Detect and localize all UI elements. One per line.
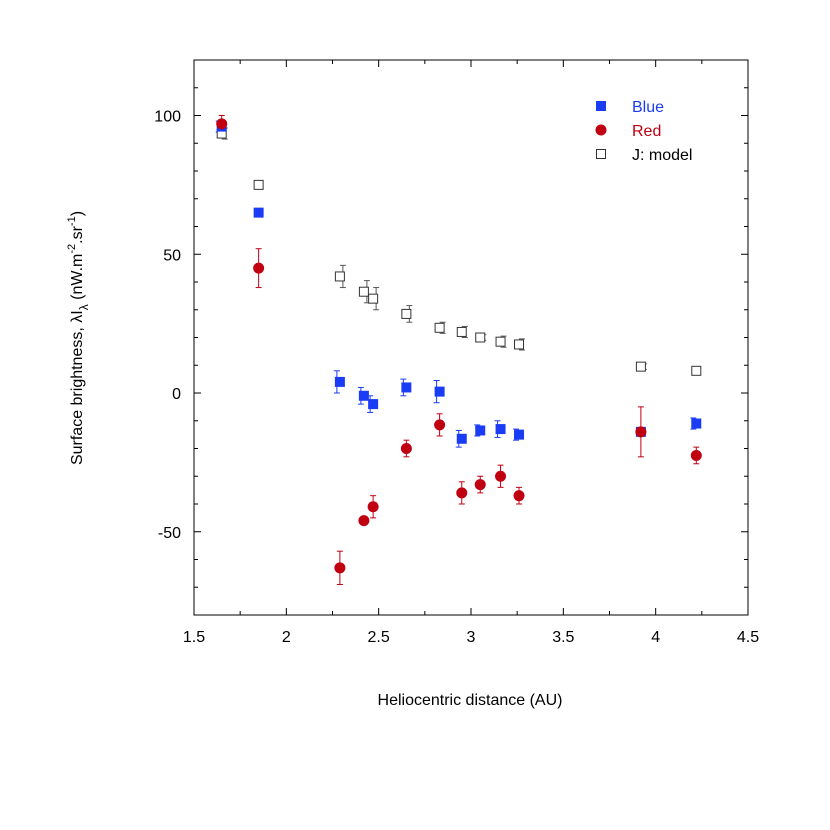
blue-point — [368, 399, 379, 410]
legend-label: Red — [632, 123, 661, 140]
x-tick-label: 2.5 — [368, 629, 390, 646]
blue-point — [253, 207, 264, 218]
y-axis-title-sub: λ — [77, 304, 91, 310]
blue-point — [434, 386, 445, 397]
x-tick-label: 2 — [282, 629, 291, 646]
x-tick-label: 3.5 — [552, 629, 574, 646]
red-point — [495, 470, 507, 482]
model-point — [401, 308, 412, 319]
legend-red-marker — [595, 124, 607, 136]
y-axis-title-exp1: -2 — [66, 244, 78, 254]
y-axis-title-units: (nW.m — [69, 254, 86, 305]
y-axis-title-close: ) — [69, 211, 86, 216]
y-axis-title-exp2: -1 — [66, 216, 78, 226]
red-point — [400, 443, 412, 454]
red-point — [635, 426, 647, 438]
model-point — [475, 332, 486, 343]
model-point — [334, 271, 345, 282]
red-point — [474, 479, 486, 491]
red-point — [367, 501, 379, 513]
red-point — [513, 490, 525, 502]
x-tick-label: 1.5 — [183, 629, 205, 646]
y-tick-label: -50 — [158, 525, 181, 542]
model-point — [434, 322, 445, 333]
plot-frame — [193, 59, 749, 616]
model-point — [368, 293, 379, 304]
y-tick-label: 0 — [172, 386, 181, 403]
y-tick-label: 50 — [163, 247, 181, 264]
blue-point — [334, 376, 345, 387]
y-axis-title-mid: .sr — [69, 225, 86, 243]
x-tick-label: 3 — [467, 629, 476, 646]
red-point — [690, 449, 702, 461]
red-point — [358, 515, 370, 527]
blue-point — [514, 429, 525, 440]
red-point — [216, 118, 228, 130]
model-point — [253, 179, 264, 190]
y-axis-title: Surface brightness, λIλ (nW.m-2.sr-1) — [66, 211, 91, 465]
y-tick-label: 100 — [154, 109, 181, 126]
blue-point — [691, 418, 702, 429]
model-point — [495, 336, 506, 347]
red-point — [434, 419, 446, 431]
x-axis-title: Heliocentric distance (AU) — [378, 692, 563, 709]
blue-point — [401, 382, 412, 393]
x-tick-label: 4 — [651, 629, 660, 646]
blue-point — [358, 390, 369, 401]
red-point — [253, 262, 265, 274]
model-point — [456, 326, 467, 337]
model-point — [691, 365, 702, 376]
legend-label: Blue — [632, 99, 664, 116]
blue-point — [456, 433, 467, 444]
model-point — [358, 286, 369, 297]
tick-labels: 1.5 2 2.5 3 3.5 4 4.5 -50 0 50 100 — [154, 109, 759, 647]
axis-ticks — [193, 59, 749, 616]
x-tick-label: 4.5 — [737, 629, 759, 646]
model-point — [635, 361, 646, 372]
legend-label: J: model — [632, 147, 692, 164]
red-point — [334, 562, 346, 574]
legend-model-marker — [596, 149, 606, 159]
legend-blue-marker — [596, 101, 606, 111]
data-points — [216, 118, 702, 574]
blue-point — [475, 425, 486, 436]
model-point — [514, 339, 525, 350]
y-axis-title-main: Surface brightness, λI — [69, 310, 86, 465]
legend: Blue Red J: model — [595, 99, 692, 164]
blue-point — [495, 424, 506, 435]
error-bars — [215, 115, 700, 585]
red-point — [456, 487, 468, 499]
